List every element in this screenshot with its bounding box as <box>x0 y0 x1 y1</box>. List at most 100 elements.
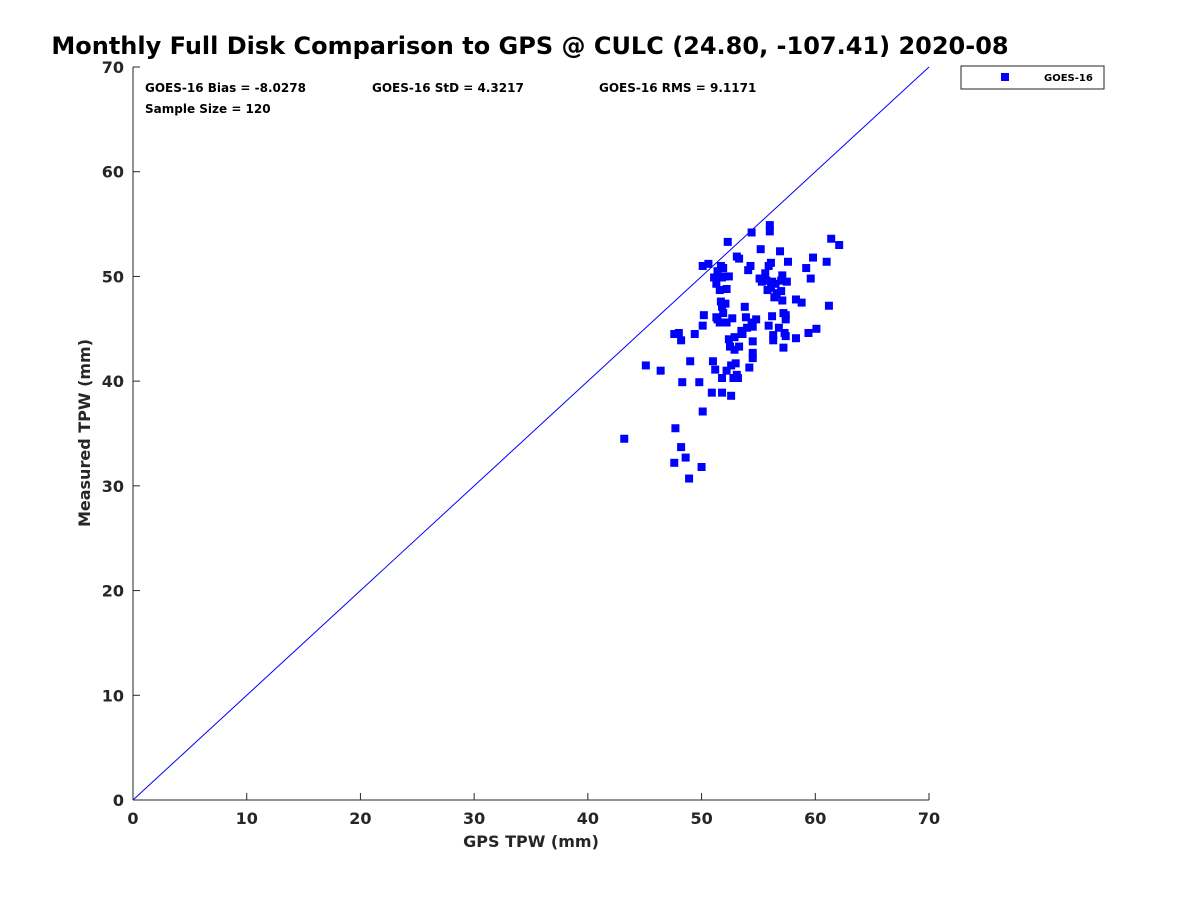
data-point <box>746 261 755 270</box>
data-point <box>804 328 813 337</box>
data-point <box>761 269 770 278</box>
data-point <box>730 345 739 354</box>
data-point <box>745 363 754 372</box>
data-point <box>778 296 787 305</box>
y-axis: 0 10 20 30 40 50 60 70 <box>102 58 140 810</box>
data-point <box>722 284 731 293</box>
series-goes-16 <box>620 221 844 483</box>
stats-annotations: GOES-16 Bias = -8.0278 GOES-16 StD = 4.3… <box>145 81 756 116</box>
legend-marker-goes-16 <box>1001 73 1009 81</box>
data-point <box>769 331 778 340</box>
data-point <box>721 299 730 308</box>
data-point <box>698 407 707 416</box>
data-point <box>756 245 765 254</box>
y-tick-label: 40 <box>102 372 124 391</box>
chart-title: Monthly Full Disk Comparison to GPS @ CU… <box>51 32 1008 60</box>
data-point <box>769 336 778 345</box>
data-point <box>698 261 707 270</box>
data-point <box>741 313 750 322</box>
data-point <box>777 287 786 296</box>
data-point <box>670 458 679 467</box>
x-tick-label: 50 <box>690 809 712 828</box>
data-point <box>698 321 707 330</box>
data-point <box>723 237 732 246</box>
y-tick-label: 20 <box>102 582 124 601</box>
data-point <box>715 318 724 327</box>
data-point <box>835 241 844 250</box>
data-point <box>748 322 757 331</box>
data-point <box>770 293 779 302</box>
data-point <box>710 273 719 282</box>
data-point <box>708 357 717 366</box>
data-point <box>744 266 753 275</box>
rms-stat: GOES-16 RMS = 9.1171 <box>599 81 756 95</box>
data-point <box>678 378 687 387</box>
x-tick-label: 10 <box>236 809 258 828</box>
data-point <box>806 274 815 283</box>
data-point <box>797 298 806 307</box>
std-stat: GOES-16 StD = 4.3217 <box>372 81 524 95</box>
data-point <box>781 311 790 320</box>
data-point <box>776 247 785 256</box>
data-point <box>686 357 695 366</box>
plot-area <box>132 66 930 801</box>
data-point <box>695 378 704 387</box>
data-point <box>791 334 800 343</box>
data-point <box>822 257 831 266</box>
data-point <box>748 354 757 363</box>
legend-box <box>960 65 1105 90</box>
y-axis-label: Measured TPW (mm) <box>75 339 94 527</box>
data-point <box>764 321 773 330</box>
data-point <box>824 301 833 310</box>
data-point <box>802 264 811 273</box>
data-point <box>781 315 790 324</box>
data-point <box>724 272 733 281</box>
x-tick-label: 70 <box>918 809 940 828</box>
data-point <box>712 279 721 288</box>
bias-stat: GOES-16 Bias = -8.0278 <box>145 81 306 95</box>
data-point <box>620 434 629 443</box>
data-point <box>781 332 790 341</box>
data-point <box>791 295 800 304</box>
data-point <box>722 318 731 327</box>
data-point <box>747 318 756 327</box>
data-point <box>713 267 722 276</box>
x-tick-label: 0 <box>127 809 138 828</box>
y-tick-label: 60 <box>102 163 124 182</box>
x-tick-label: 20 <box>349 809 371 828</box>
data-point <box>812 324 821 333</box>
data-point <box>748 348 757 357</box>
data-point <box>740 302 749 311</box>
data-point <box>718 374 727 383</box>
y-tick-label: 30 <box>102 477 124 496</box>
data-point <box>670 330 679 339</box>
x-axis: 0 10 20 30 40 50 60 70 <box>127 793 940 828</box>
data-point <box>774 323 783 332</box>
data-point <box>809 253 818 262</box>
data-point <box>730 333 739 342</box>
data-point <box>783 257 792 266</box>
data-point <box>782 277 791 286</box>
data-point <box>685 474 694 483</box>
data-point <box>777 276 786 285</box>
data-point <box>727 391 736 400</box>
data-point <box>765 221 774 230</box>
data-point <box>718 388 727 397</box>
data-point <box>779 343 788 352</box>
x-axis-label: GPS TPW (mm) <box>463 832 599 851</box>
data-point <box>704 259 713 268</box>
x-tick-label: 40 <box>577 809 599 828</box>
data-point <box>715 286 724 295</box>
data-point <box>747 228 756 237</box>
data-point <box>772 289 781 298</box>
data-point <box>719 264 728 273</box>
one-to-one-line <box>132 66 930 801</box>
data-point <box>762 276 771 285</box>
data-point <box>733 374 742 383</box>
data-point <box>731 359 740 368</box>
data-point <box>716 297 725 306</box>
data-point <box>778 271 787 280</box>
data-point <box>768 312 777 321</box>
data-point <box>737 326 746 335</box>
